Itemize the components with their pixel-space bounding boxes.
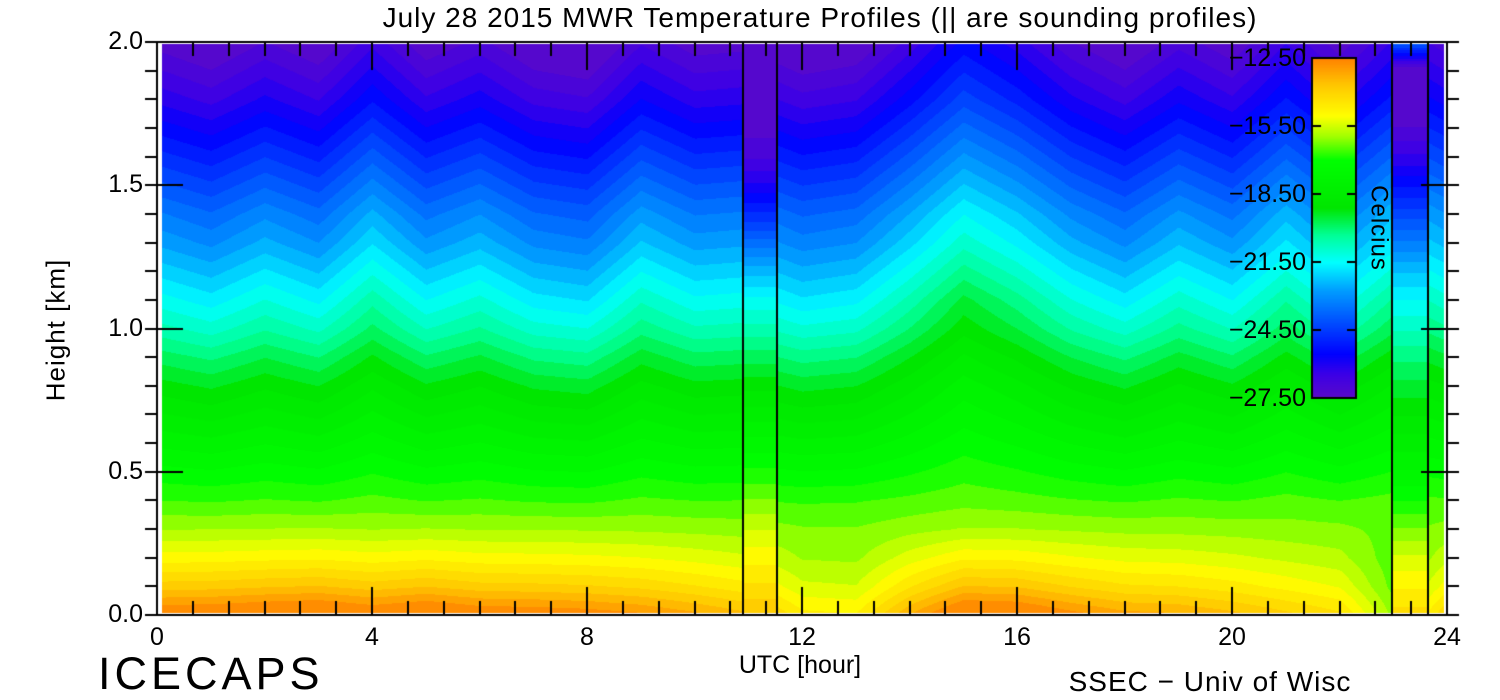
colorbar-tick-label-5: −24.50 [1228,316,1306,344]
y-tick-label-1.0: 1.0 [108,314,143,342]
colorbar-tick-label-2: −15.50 [1228,112,1306,140]
y-tick-label-0.5: 0.5 [108,457,143,485]
x-tick-label-12: 12 [788,623,816,651]
colorbar-tick-label-1: −12.50 [1228,44,1306,72]
x-tick-label-24: 24 [1433,623,1461,651]
y-tick-label-2.0: 2.0 [108,27,143,55]
x-tick-label-8: 8 [580,623,594,651]
y-tick-label-1.5: 1.5 [108,170,143,198]
colorbar-title: Celcius [1365,185,1393,271]
x-tick-label-16: 16 [1003,623,1031,651]
y-tick-label-0.0: 0.0 [108,600,143,628]
colorbar-tick-label-4: −21.50 [1228,248,1306,276]
x-tick-label-20: 20 [1218,623,1246,651]
colorbar-tick-label-6: −27.50 [1228,384,1306,412]
x-tick-label-0: 0 [150,623,164,651]
x-axis-title: UTC [hour] [738,651,862,679]
colorbar-tick-label-3: −18.50 [1228,180,1306,208]
credit-text: SSEC − Univ of Wisc [1068,666,1352,697]
project-name-text: ICECAPS [98,648,324,699]
x-tick-label-4: 4 [365,623,379,651]
y-axis-title: Height [km] [40,258,71,402]
chart-title: July 28 2015 MWR Temperature Profiles (|… [382,2,1258,33]
